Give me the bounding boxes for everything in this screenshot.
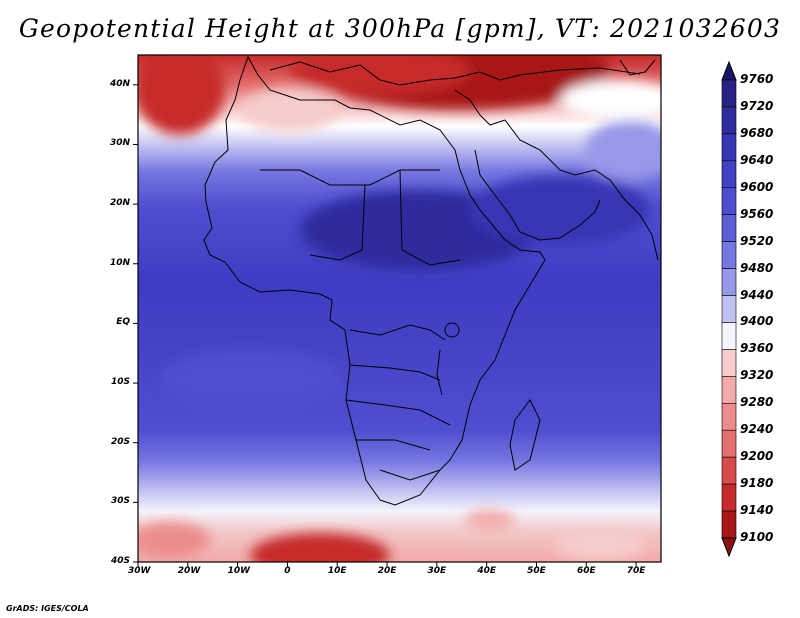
colorbar-level-label: 9240: [740, 422, 774, 437]
colorbar-level-label: 9480: [740, 260, 774, 275]
colorbar-level-label: 9360: [740, 341, 774, 356]
colorbar-swatch: [721, 187, 737, 216]
colorbar-level-label: 9140: [740, 503, 774, 518]
colorbar-level-label: 9400: [740, 314, 774, 329]
map-title: Geopotential Height at 300hPa [gpm], VT:…: [18, 14, 782, 43]
lat-tick-label: 20N: [109, 198, 130, 209]
lon-tick-label: 20W: [177, 566, 201, 576]
height-field: [138, 55, 661, 562]
lat-tick-label: 30S: [110, 496, 130, 507]
colorbar-level-label: 9760: [740, 72, 774, 86]
lat-tick-label: 40N: [109, 78, 130, 89]
colorbar: [721, 60, 737, 558]
colorbar-level-label: 9600: [740, 179, 774, 194]
colorbar-level-label: 9440: [740, 287, 774, 302]
colorbar-min-arrow: [721, 537, 737, 558]
colorbar-swatch: [721, 160, 737, 189]
lon-tick-label: 0: [284, 566, 291, 576]
lat-tick-label: EQ: [116, 317, 130, 328]
lon-tick-label: 70E: [626, 566, 646, 576]
colorbar-swatch: [721, 268, 737, 296]
colorbar-level-label: 9720: [740, 98, 774, 113]
colorbar-level-label: 9320: [740, 368, 774, 383]
colorbar-swatch: [721, 133, 737, 162]
colorbar-swatch: [721, 376, 737, 404]
lon-tick-label: 20E: [377, 566, 397, 576]
colorbar-level-label: 9520: [740, 233, 774, 248]
lat-tick-label: 30N: [109, 138, 130, 149]
colorbar-level-label: 9100: [740, 530, 774, 544]
colorbar-level-label: 9180: [740, 476, 774, 491]
colorbar-swatch: [721, 402, 737, 431]
colorbar-swatch: [721, 429, 737, 458]
lat-tick-label: 10S: [110, 377, 130, 388]
colorbar-swatch: [721, 510, 737, 539]
colorbar-level-label: 9640: [740, 152, 774, 167]
plot-frame: [137, 54, 662, 563]
lat-tick-label: 20S: [110, 436, 130, 447]
lat-tick-label: 10N: [109, 257, 130, 268]
lon-tick-label: 60E: [576, 566, 596, 576]
colorbar-max-arrow: [721, 60, 737, 81]
colorbar-swatch: [721, 295, 737, 323]
colorbar-swatch: [721, 483, 737, 512]
colorbar-swatch: [721, 349, 737, 377]
colorbar-level-label: 9560: [740, 206, 774, 221]
lon-tick-label: 10E: [327, 566, 347, 576]
lon-tick-label: 30E: [427, 566, 447, 576]
colorbar-swatch: [721, 241, 737, 269]
lat-tick-label: 40S: [110, 556, 130, 566]
colorbar-swatch: [721, 214, 737, 242]
colorbar-swatch: [721, 322, 737, 350]
lon-tick-label: 30W: [128, 566, 151, 576]
colorbar-swatch: [721, 79, 737, 108]
colorbar-level-label: 9200: [740, 449, 774, 464]
colorbar-level-label: 9280: [740, 395, 774, 410]
lon-tick-label: 10W: [227, 566, 251, 576]
colorbar-swatch: [721, 456, 737, 485]
footer-credit: GrADS: IGES/COLA: [6, 604, 89, 613]
lon-tick-label: 50E: [527, 566, 546, 576]
colorbar-swatch: [721, 106, 737, 135]
coastlines: [203, 55, 659, 506]
colorbar-level-label: 9680: [740, 125, 774, 140]
axis-ticks: [133, 84, 637, 567]
lon-tick-label: 40E: [477, 566, 496, 576]
